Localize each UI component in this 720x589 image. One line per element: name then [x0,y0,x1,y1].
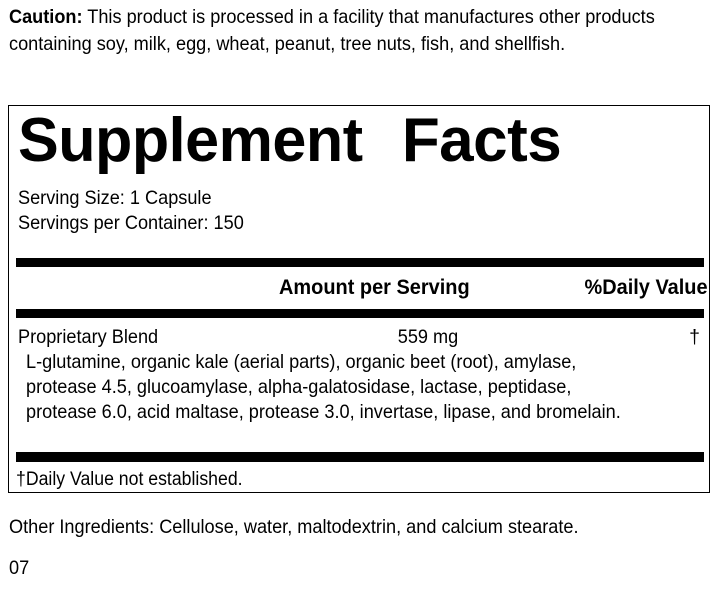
nutrient-name: Proprietary Blend [18,326,159,348]
supplement-facts-title-word-2: Facts [401,106,562,175]
rule-above-column-headers [16,258,704,267]
caution-label: Caution: [9,6,83,28]
document-revision-code: 07 [9,557,30,579]
rule-below-column-headers [16,309,704,318]
daily-value-footnote: †Daily Value not established. [16,469,243,490]
column-header-daily-value: %Daily Value [584,276,708,299]
caution-statement: Caution: This product is processed in a … [9,4,660,58]
nutrient-amount: 559 mg [397,326,459,348]
blend-ingredient-line: L-glutamine, organic kale (aerial parts)… [26,351,577,373]
blend-ingredient-line: protease 6.0, acid maltase, protease 3.0… [26,401,621,423]
supplement-facts-panel: Supplement Facts Serving Size: 1 Capsule … [8,105,710,493]
nutrient-daily-value: † [689,326,700,348]
supplement-facts-title-word-1: Supplement [18,106,363,175]
servings-per-container: Servings per Container: 150 [18,212,244,234]
column-header-amount-per-serving: Amount per Serving [279,276,470,299]
rule-above-footnote [16,452,704,462]
other-ingredients-statement: Other Ingredients: Cellulose, water, mal… [9,516,579,538]
serving-size: Serving Size: 1 Capsule [18,187,212,209]
blend-ingredient-line: protease 4.5, glucoamylase, alpha-galato… [26,376,572,398]
serving-information: Serving Size: 1 Capsule Servings per Con… [18,186,576,236]
caution-text: This product is processed in a facility … [9,6,655,55]
blend-ingredient-list: L-glutamine, organic kale (aerial parts)… [26,350,658,425]
table-row: Proprietary Blend 559 mg † [18,324,702,350]
supplement-facts-title: Supplement Facts [18,108,702,174]
